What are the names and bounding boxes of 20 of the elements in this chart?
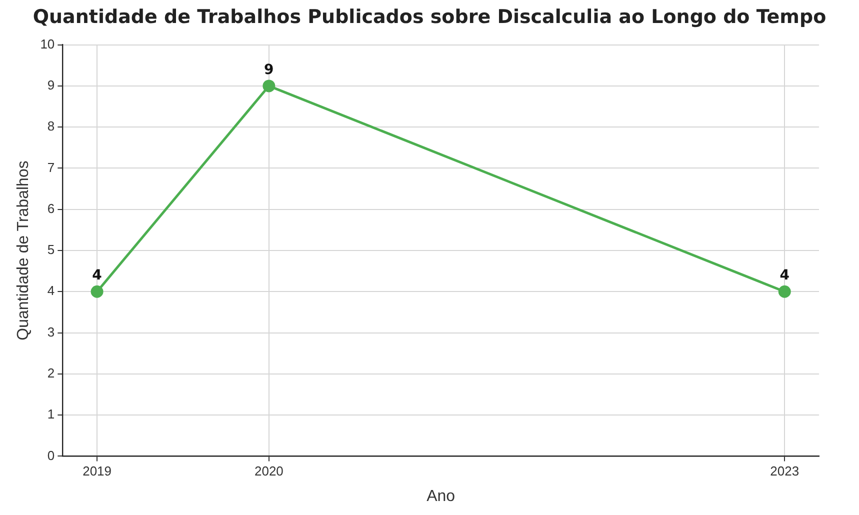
x-axis-title: Ano <box>426 488 456 505</box>
data-label: 4 <box>92 268 102 284</box>
y-tick-label: 3 <box>47 324 55 340</box>
y-tick-label: 1 <box>47 406 55 422</box>
y-tick-label: 7 <box>47 160 55 175</box>
x-tick-label: 2019 <box>82 464 112 479</box>
y-tick-label: 2 <box>47 366 55 380</box>
y-axis-title: Quantidade de Trabalhos <box>15 160 32 340</box>
y-tick-label: 6 <box>47 200 55 216</box>
x-tick-label: 2020 <box>254 464 284 479</box>
y-tick-label: 5 <box>47 242 55 258</box>
y-tick-label: 10 <box>40 36 55 52</box>
y-tick-label: 9 <box>47 78 55 93</box>
y-tick-label: 0 <box>47 448 55 463</box>
chart-title: Quantidade de Trabalhos Publicados sobre Discalculia ao Longo do Tempo <box>32 6 828 28</box>
y-tick-label: 8 <box>47 118 55 134</box>
y-tick-label: 4 <box>47 283 55 298</box>
data-label: 4 <box>780 268 790 284</box>
data-label: 9 <box>264 62 274 78</box>
x-tick-label: 2023 <box>770 464 800 479</box>
